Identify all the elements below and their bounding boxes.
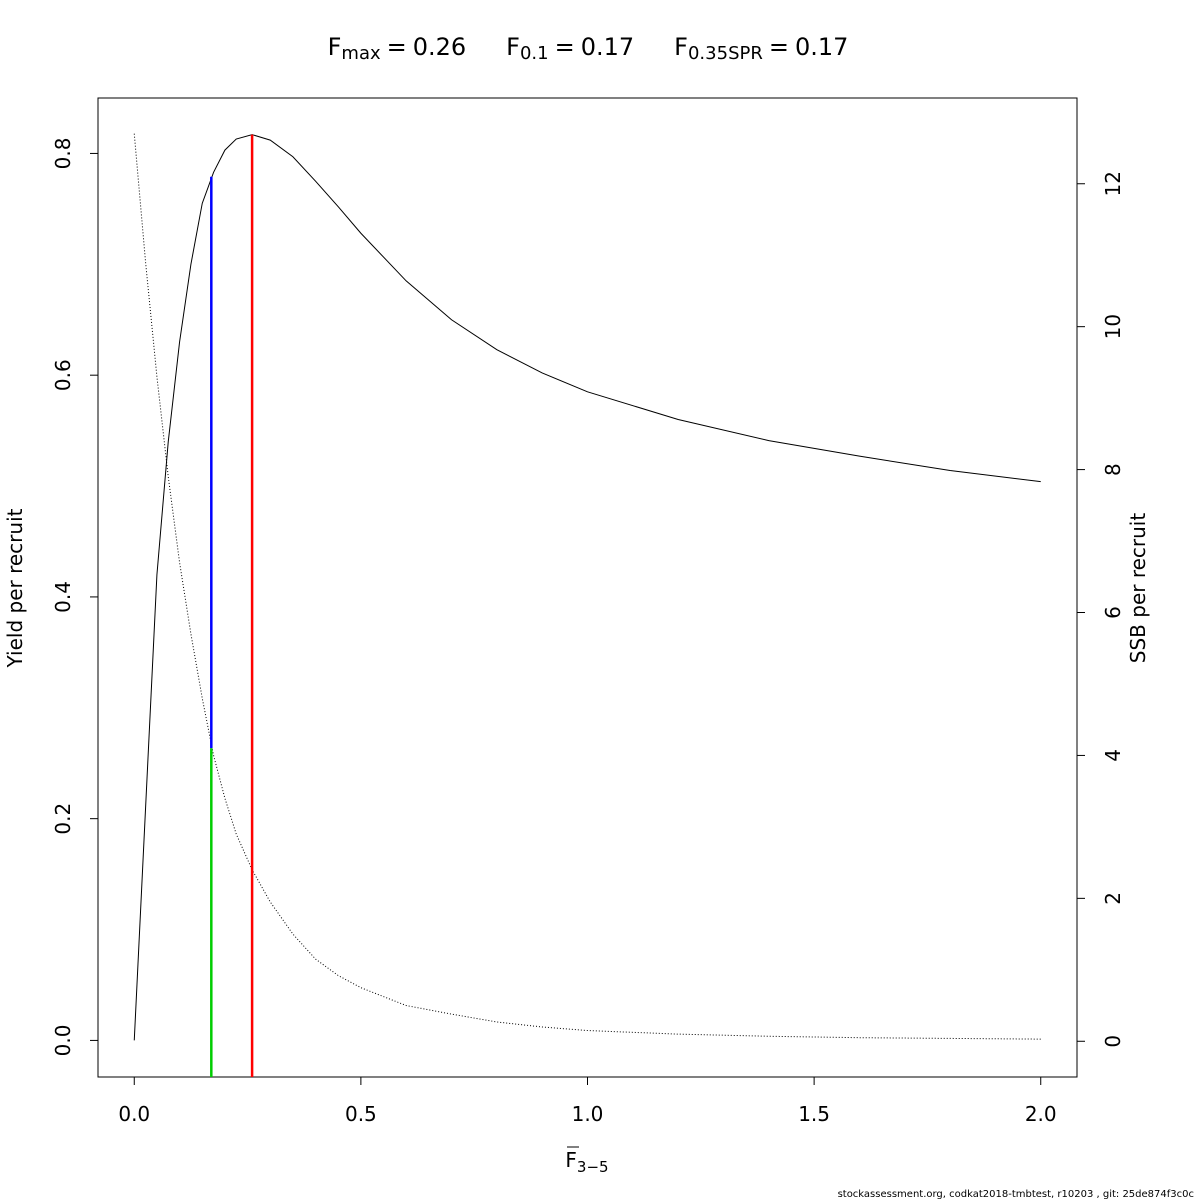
y-tick-label: 0.4	[51, 581, 75, 613]
y-tick-label: 0.2	[51, 803, 75, 835]
x-tick-label: 0.0	[118, 1102, 150, 1126]
y-axis-label: Yield per recruit	[3, 508, 27, 668]
y2-tick-label: 4	[1101, 749, 1125, 762]
y2-tick-label: 12	[1101, 171, 1125, 196]
title-equals: =	[555, 33, 575, 61]
title-value: 0.17	[795, 33, 848, 61]
x-axis-label: F3−5	[565, 1148, 608, 1176]
title-symbol: F	[328, 33, 342, 61]
plot-frame	[97, 97, 1078, 1078]
title-equals: =	[769, 33, 789, 61]
x-tick-label: 1.5	[798, 1102, 830, 1126]
title-subscript: 0.35SPR	[688, 43, 763, 64]
title-subscript: 0.1	[520, 43, 549, 64]
x-label-subscript: 3−5	[577, 1158, 609, 1176]
title-value: 0.26	[413, 33, 466, 61]
title-equals: =	[387, 33, 407, 61]
x-tick-label: 2.0	[1025, 1102, 1057, 1126]
y-tick-label: 0.0	[51, 1025, 75, 1057]
y2-tick-label: 0	[1101, 1035, 1125, 1048]
title-symbol: F	[506, 33, 520, 61]
y2-axis-label: SSB per recruit	[1126, 513, 1150, 664]
title-subscript: max	[341, 43, 381, 64]
y2-tick-label: 10	[1101, 314, 1125, 339]
series-line	[133, 134, 1041, 1041]
footnote: stockassessment.org, codkat2018-tmbtest,…	[838, 1189, 1194, 1200]
chart-title: Fmax = 0.26 F0.1 = 0.17 F0.35SPR = 0.17	[328, 33, 849, 64]
title-value: 0.17	[581, 33, 634, 61]
y-tick-label: 0.8	[51, 138, 75, 170]
title-symbol: F	[674, 33, 688, 61]
y2-tick-label: 8	[1101, 463, 1125, 476]
series-line	[133, 133, 1041, 1040]
x-tick-label: 0.5	[345, 1102, 377, 1126]
y-tick-label: 0.6	[51, 359, 75, 391]
x-label-symbol: F	[565, 1148, 577, 1172]
y2-tick-label: 2	[1101, 892, 1125, 905]
x-tick-label: 1.0	[572, 1102, 604, 1126]
y2-tick-label: 6	[1101, 606, 1125, 619]
